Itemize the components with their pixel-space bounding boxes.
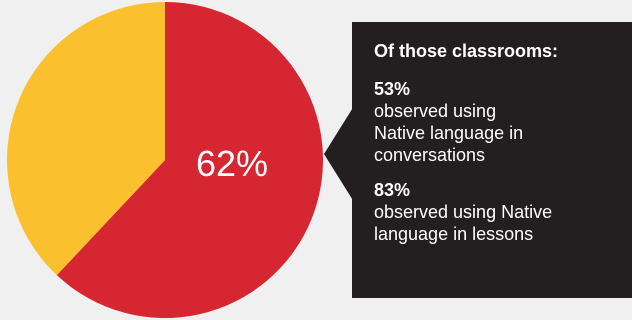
pie-slice-primary bbox=[56, 2, 324, 318]
callout-box: Of those classrooms: 53% observed using … bbox=[352, 22, 632, 298]
callout-heading: Of those classrooms: bbox=[374, 41, 559, 61]
stat-description: observed using Native language in conver… bbox=[374, 101, 524, 165]
stat-value: 83% bbox=[374, 180, 411, 200]
callout-pointer bbox=[324, 106, 354, 202]
stat-description: observed using Native language in lesson… bbox=[374, 202, 553, 244]
pie-chart: 62% bbox=[7, 2, 324, 318]
stat-lessons: 83% observed using Native language in le… bbox=[374, 179, 622, 245]
stat-value: 53% bbox=[374, 79, 411, 99]
stat-conversations: 53% observed using Native language in co… bbox=[374, 78, 622, 166]
pie-slice-secondary bbox=[7, 2, 166, 276]
slice-data-label: 62% bbox=[196, 143, 268, 184]
